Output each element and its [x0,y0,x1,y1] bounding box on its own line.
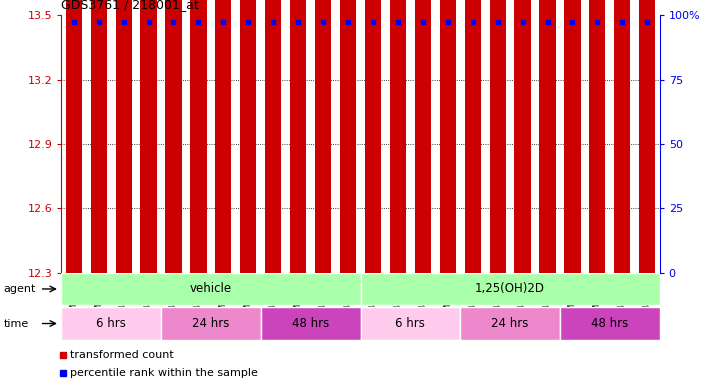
Text: 6 hrs: 6 hrs [96,317,126,330]
Bar [539,0,556,273]
Text: 48 hrs: 48 hrs [292,317,329,330]
Text: 24 hrs: 24 hrs [492,317,528,330]
Bar [360,273,660,305]
Bar [460,307,560,340]
Text: 48 hrs: 48 hrs [591,317,629,330]
Bar [265,0,281,273]
Bar [61,273,360,305]
Bar [141,0,156,273]
Bar [190,0,206,273]
Bar [340,0,356,273]
Bar [240,0,257,273]
Bar [91,0,107,273]
Bar [315,0,331,273]
Bar [415,0,431,273]
Bar [365,0,381,273]
Bar [589,0,606,273]
Bar [216,0,231,273]
Bar [165,0,182,273]
Bar [115,0,132,273]
Bar [515,0,531,273]
Bar [61,307,161,340]
Text: GDS3761 / 218001_at: GDS3761 / 218001_at [61,0,199,11]
Bar [565,0,580,273]
Text: time: time [4,318,29,329]
Bar [560,307,660,340]
Bar [464,0,481,273]
Text: vehicle: vehicle [190,283,232,295]
Bar [290,0,306,273]
Text: percentile rank within the sample: percentile rank within the sample [70,367,258,377]
Bar [614,0,630,273]
Bar [639,0,655,273]
Text: agent: agent [4,284,36,294]
Bar [161,307,261,340]
Text: 6 hrs: 6 hrs [395,317,425,330]
Bar [360,307,460,340]
Bar [490,0,505,273]
Text: transformed count: transformed count [70,350,174,360]
Bar [440,0,456,273]
Text: 1,25(OH)2D: 1,25(OH)2D [475,283,545,295]
Text: 24 hrs: 24 hrs [193,317,229,330]
Bar [390,0,406,273]
Bar [261,307,360,340]
Bar [66,0,82,273]
